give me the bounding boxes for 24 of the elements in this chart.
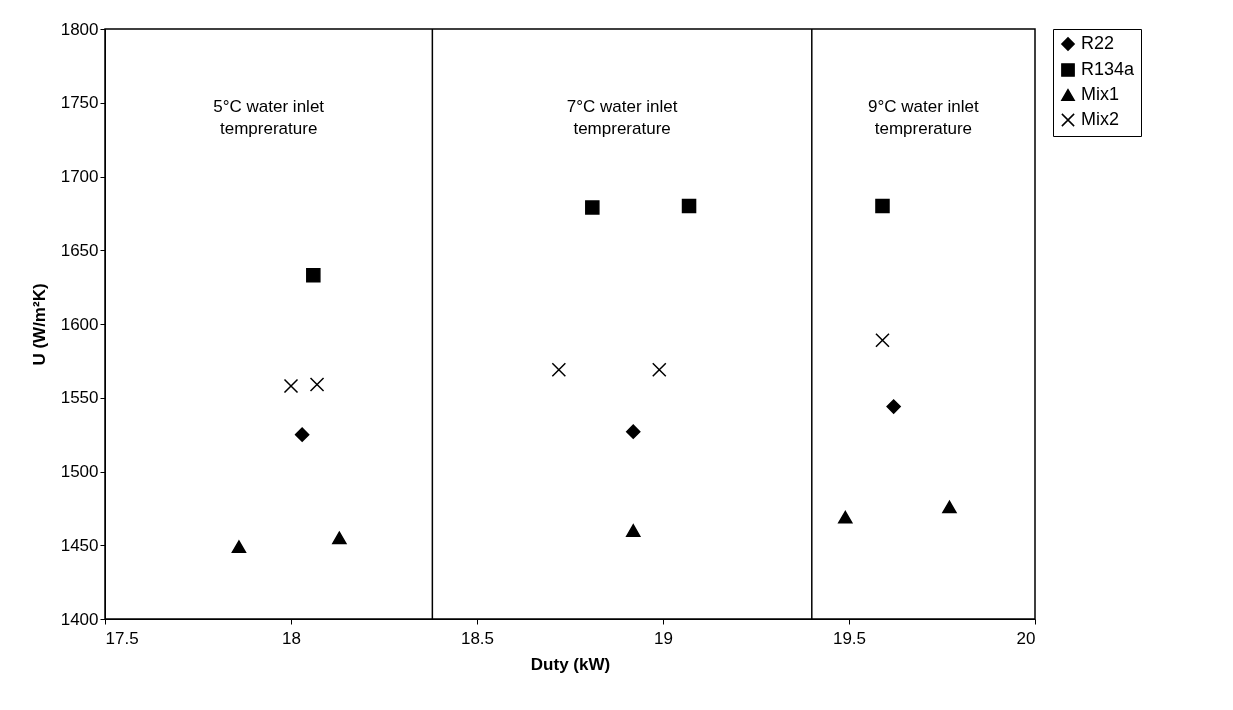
x-tick-label: 18	[282, 628, 301, 648]
x-axis-title: Duty (kW)	[530, 654, 611, 674]
y-tick-label: 1400	[60, 609, 99, 629]
legend-label: R22	[1081, 33, 1115, 53]
annotation: 7°C water inlet temprerature	[566, 97, 678, 138]
y-axis-title: U (W/m²K)	[29, 283, 49, 366]
y-tick-label: 1600	[60, 314, 99, 334]
legend-label: Mix1	[1081, 84, 1120, 104]
y-tick-label: 1500	[60, 462, 99, 481]
annotation: 5°C water inlet temprerature	[213, 97, 325, 138]
x-tick-label: 20	[1016, 628, 1036, 648]
y-tick-label: 1550	[60, 388, 99, 408]
y-tick-label: 1750	[60, 93, 99, 113]
y-tick-label: 1650	[60, 240, 99, 260]
y-tick-label: 1450	[60, 535, 99, 555]
x-tick-label: 18.5	[460, 628, 495, 648]
y-tick-label: 1700	[60, 167, 99, 186]
annotation: 9°C water inlet temprerature	[868, 97, 980, 138]
legend-label: Mix2	[1081, 109, 1120, 129]
x-tick-label: 17.5	[105, 628, 139, 648]
x-tick-label: 19.5	[832, 628, 867, 648]
y-tick-label: 1800	[60, 19, 99, 39]
x-tick-label: 19	[654, 628, 673, 648]
legend-label: R134a	[1081, 59, 1136, 79]
